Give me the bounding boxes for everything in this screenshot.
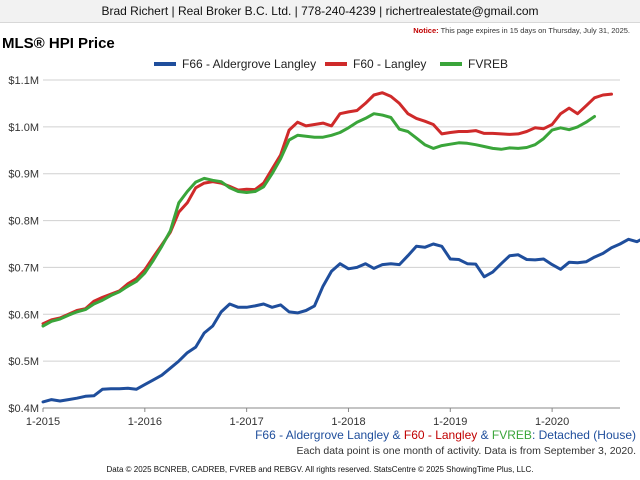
- x-tick-label: 1-2018: [331, 416, 365, 425]
- expiry-notice: Notice: This page expires in 15 days on …: [413, 26, 630, 35]
- subtitle-part: &: [389, 428, 404, 442]
- y-tick-label: $0.8M: [8, 216, 39, 228]
- x-tick-label: 1-2019: [433, 416, 467, 425]
- y-tick-label: $0.4M: [8, 403, 39, 415]
- series-line-1: [41, 237, 640, 404]
- legend-label: F66 - Aldergrove Langley: [182, 57, 316, 71]
- y-tick-label: $0.5M: [8, 356, 39, 368]
- series-line-2: [41, 91, 613, 326]
- contact-info: Brad Richert | Real Broker B.C. Ltd. | 7…: [101, 4, 539, 18]
- hpi-line-chart: $0.4M $0.5M $0.6M $0.7M $0.8M $0.9M $1.0M $1.1M…: [8, 57, 640, 425]
- y-tick-label: $0.9M: [8, 169, 39, 181]
- y-tick-label: $0.7M: [8, 262, 39, 274]
- contact-header: Brad Richert | Real Broker B.C. Ltd. | 7…: [0, 0, 640, 23]
- notice-label: Notice:: [413, 26, 439, 35]
- chart-title: MLS® HPI Price: [2, 35, 115, 52]
- copyright-footer: Data © 2025 BCNREB, CADREB, FVREB and RE…: [106, 465, 534, 474]
- subtitle-part: F66 - Aldergrove Langley: [255, 428, 390, 442]
- y-tick-label: $1.0M: [8, 122, 39, 134]
- series-line-3: [41, 112, 596, 328]
- x-tick-label: 1-2020: [535, 416, 569, 425]
- notice-text: This page expires in 15 days on Thursday…: [438, 26, 630, 35]
- x-tick-label: 1-2015: [26, 416, 60, 425]
- y-tick-label: $0.6M: [8, 309, 39, 321]
- subtitle-part: FVREB: [491, 428, 532, 442]
- subtitle-part: &: [477, 428, 492, 442]
- x-tick-label: 1-2016: [128, 416, 162, 425]
- subtitle-part: : Detached (House): [531, 428, 636, 442]
- x-tick-label: 1-2017: [230, 416, 264, 425]
- legend-label: F60 - Langley: [353, 57, 426, 71]
- data-note: Each data point is one month of activity…: [296, 445, 637, 457]
- chart-subtitle: F66 - Aldergrove Langley & F60 - Langley…: [255, 428, 636, 442]
- subtitle-part: F60 - Langley: [403, 428, 478, 442]
- legend-label: FVREB: [468, 57, 508, 71]
- y-tick-label: $1.1M: [8, 75, 39, 87]
